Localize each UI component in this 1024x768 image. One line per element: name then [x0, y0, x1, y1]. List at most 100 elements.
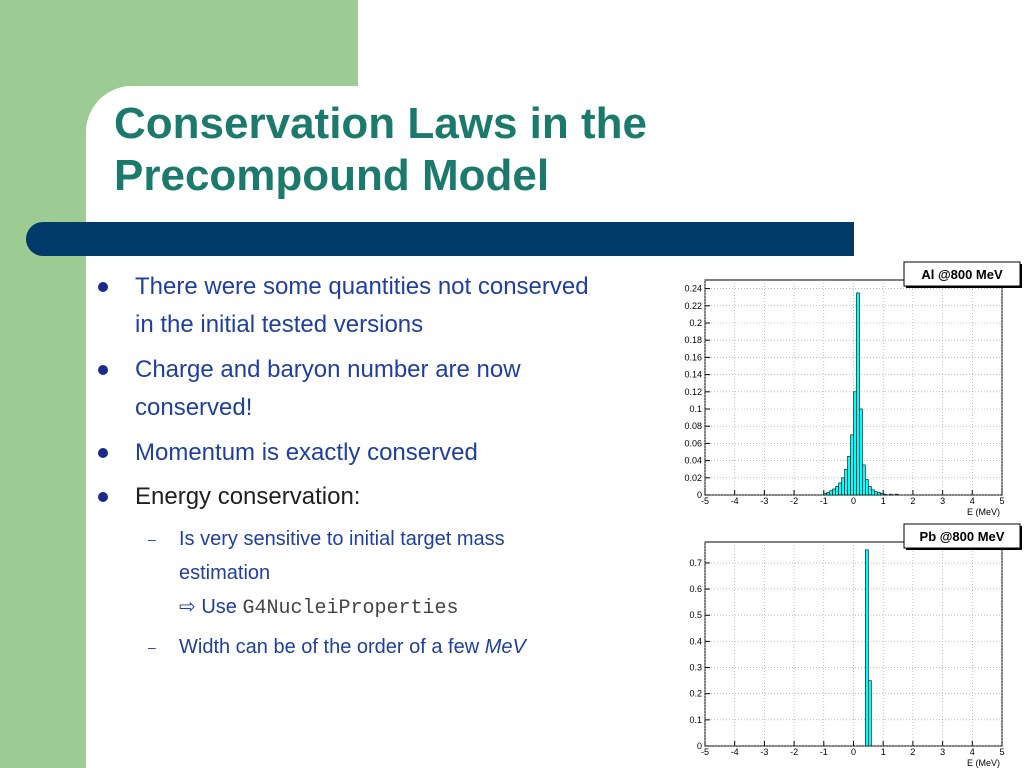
bullet-text-line: Charge and baryon number are now — [135, 356, 521, 383]
title-box — [903, 261, 1021, 287]
histogram-bin — [835, 486, 839, 496]
y-tick-label: 0.4 — [689, 636, 702, 646]
sub-bullet-text-line: Is very sensitive to initial target mass — [179, 528, 505, 550]
histogram-bin — [847, 456, 851, 496]
histogram-bin — [841, 477, 845, 496]
x-tick-label: 4 — [970, 747, 975, 757]
y-tick-label: 0.3 — [689, 663, 702, 673]
histogram-bin — [850, 434, 854, 496]
histogram-bin — [823, 492, 828, 496]
x-tick-label: 5 — [999, 747, 1004, 757]
x-tick-label: 4 — [970, 496, 975, 506]
x-tick-label: 2 — [910, 747, 915, 757]
y-tick-label: 0 — [697, 741, 702, 751]
x-tick-label: 3 — [940, 747, 945, 757]
x-tick-label: -5 — [701, 496, 709, 506]
sub-bullet-text-line: estimation — [179, 562, 271, 584]
histogram-bin — [829, 490, 834, 496]
x-tick-label: -4 — [731, 496, 739, 506]
use-label: Use — [201, 596, 237, 618]
y-tick-label: 0.22 — [684, 301, 702, 311]
y-tick-label: 0.6 — [689, 584, 702, 594]
y-tick-label: 0.14 — [684, 370, 702, 380]
unit-text: MeV — [484, 636, 526, 658]
y-tick-label: 0.18 — [684, 335, 702, 345]
histogram-bin — [888, 493, 893, 496]
histogram-bin — [868, 680, 872, 747]
x-tick-label: -4 — [731, 747, 739, 757]
arrow-right-icon: ⇨ — [179, 596, 196, 618]
histogram-bin — [859, 408, 863, 496]
histogram-bin — [871, 489, 875, 496]
x-tick-label: 0 — [851, 747, 856, 757]
bullet-text: Energy conservation: — [135, 483, 361, 510]
histogram-bin — [873, 491, 878, 496]
histogram-bin — [844, 468, 848, 496]
histogram-bin — [856, 292, 860, 496]
class-name-code: G4NucleiProperties — [242, 597, 459, 620]
y-tick-label: 0 — [697, 490, 702, 500]
x-tick-label: -3 — [760, 496, 768, 506]
histogram-al: -5 -4 -3 -2 -1 0 1 2 3 4 5 0 0.02 0.04 0.06 0.08 0.1 0.12… — [672, 258, 1024, 520]
x-tick-label: -3 — [760, 747, 768, 757]
x-tick-label: 0 — [851, 496, 856, 506]
histogram-bin — [882, 493, 887, 496]
slide-title-line-1: Conservation Laws in the — [114, 99, 647, 148]
bullet-text-line: in the initial tested versions — [135, 311, 424, 338]
slide-title: Conservation Laws in the Precompound Mod… — [114, 98, 814, 202]
histogram-bin — [879, 492, 884, 496]
sub-bullet-text: Is very sensitive to initial target mass… — [179, 522, 639, 626]
bullet-dot-icon — [98, 282, 108, 292]
y-tick-label: 0.1 — [689, 715, 702, 725]
dash-icon: – — [148, 531, 156, 547]
bullet-dot-icon — [98, 448, 108, 458]
background-white-corner — [358, 0, 1024, 90]
y-tick-label: 0.2 — [689, 318, 702, 328]
y-tick-label: 0.5 — [689, 610, 702, 620]
bullet-dot-icon — [98, 365, 108, 375]
bullet-text-line: There were some quantities not conserved — [135, 273, 589, 300]
histogram-bin — [853, 391, 857, 496]
histogram-bin — [832, 488, 836, 496]
y-tick-label: 0.1 — [689, 404, 702, 414]
bullet-text: Charge and baryon number are now conserv… — [135, 351, 675, 427]
dash-icon: – — [148, 639, 156, 655]
sub-bullet-use-line: ⇨ Use G4NucleiProperties — [179, 590, 639, 626]
y-tick-label: 0.2 — [689, 689, 702, 699]
x-tick-label: 3 — [940, 496, 945, 506]
histogram-al-svg: -5 -4 -3 -2 -1 0 1 2 3 4 5 0 0.02 0.04 0.06 0.08 0.1 0.12… — [684, 261, 1022, 517]
histogram-pb: -5 -4 -3 -2 -1 0 1 2 3 4 5 0 0.1 0.2 0.3 0.4 0.5 0.6 0.7 E … — [672, 520, 1024, 768]
y-tick-label: 0.02 — [684, 473, 702, 483]
histogram-bin — [894, 493, 899, 496]
bullet-text: There were some quantities not conserved… — [135, 268, 675, 344]
sub-bullet-text-prefix: Width can be of the order of a few — [179, 636, 480, 658]
histogram-bin — [876, 492, 881, 496]
title-underline-bar — [26, 222, 854, 256]
plot-title: Pb @800 MeV — [920, 529, 1005, 544]
bullet-text: Momentum is exactly conserved — [135, 439, 478, 466]
plot-title: Al @800 MeV — [921, 267, 1003, 282]
y-tick-label: 0.12 — [684, 387, 702, 397]
x-axis-label: E (MeV) — [967, 507, 1000, 517]
histogram-bin — [826, 492, 831, 496]
histogram-bin — [865, 549, 869, 747]
histogram-bin — [862, 464, 866, 496]
histogram-pb-svg: -5 -4 -3 -2 -1 0 1 2 3 4 5 0 0.1 0.2 0.3 0.4 0.5 0.6 0.7 E … — [689, 523, 1022, 768]
title-box — [903, 523, 1021, 549]
x-tick-label: 2 — [910, 496, 915, 506]
slide-title-line-2: Precompound Model — [114, 151, 550, 200]
y-tick-label: 0.06 — [684, 438, 702, 448]
background-green-strip — [0, 0, 86, 768]
x-axis-label: E (MeV) — [967, 758, 1000, 768]
sub-bullet-text: Width can be of the order of a few MeV — [179, 630, 639, 664]
x-tick-label: -2 — [790, 496, 798, 506]
bullet-text-line: conserved! — [135, 394, 253, 421]
x-tick-label: 5 — [999, 496, 1004, 506]
y-tick-label: 0.08 — [684, 421, 702, 431]
x-tick-label: -5 — [701, 747, 709, 757]
x-tick-label: -2 — [790, 747, 798, 757]
x-tick-label: 1 — [881, 747, 886, 757]
y-tick-label: 0.16 — [684, 352, 702, 362]
y-tick-label: 0.7 — [689, 558, 702, 568]
histogram-bin — [838, 482, 842, 496]
